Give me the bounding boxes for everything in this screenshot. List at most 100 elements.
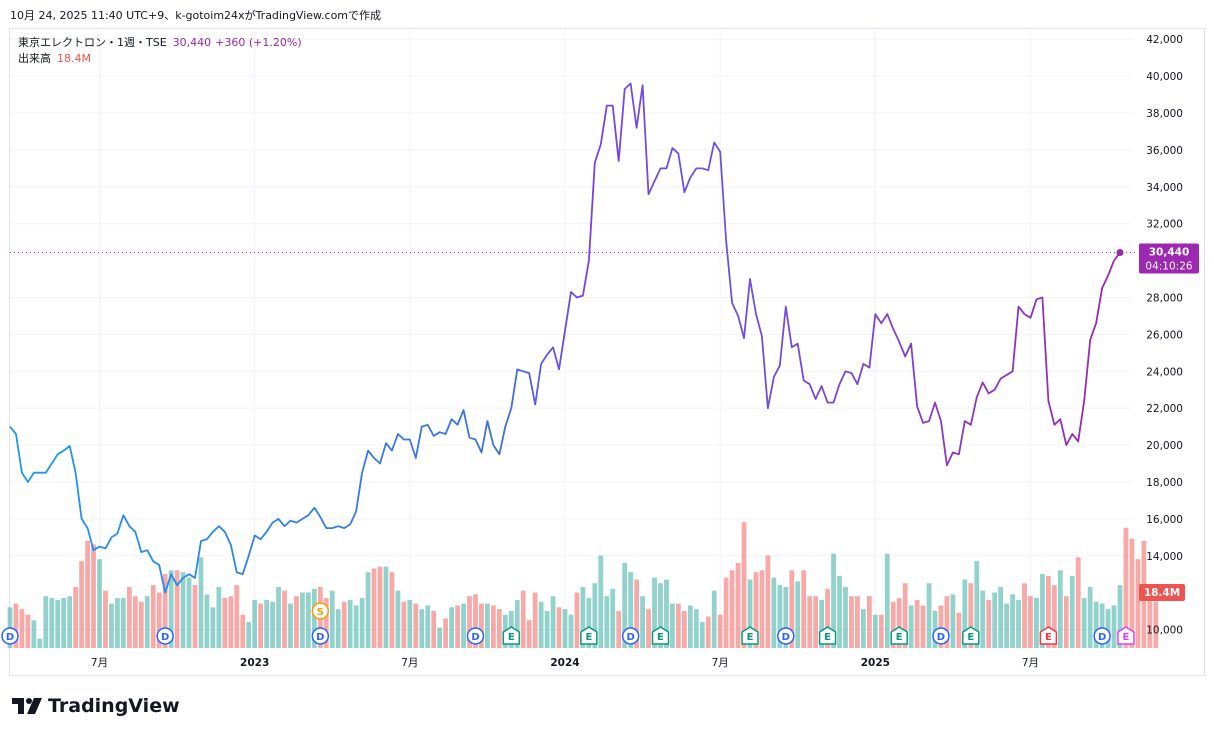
y-tick-label: 34,000	[1146, 182, 1183, 194]
volume-bar	[174, 570, 180, 648]
volume-bar	[693, 609, 699, 648]
volume-bar	[210, 607, 216, 648]
x-tick-label: 7月	[712, 657, 729, 669]
volume-bar	[1057, 570, 1063, 648]
volume-bar	[168, 570, 174, 648]
volume-bar	[395, 590, 401, 648]
event-dividend-marker	[932, 627, 950, 645]
volume-bar	[323, 598, 329, 648]
tradingview-logo[interactable]: TradingView	[12, 695, 180, 717]
volume-bar	[717, 614, 723, 648]
volume-bar	[132, 596, 138, 648]
volume-bar	[455, 605, 460, 648]
volume-bar	[306, 592, 311, 648]
price-series	[9, 82, 1138, 594]
legend-volume-row[interactable]: 出来高 18.4M	[18, 51, 302, 67]
event-letter: E	[896, 632, 903, 643]
volume-bar	[1069, 575, 1075, 648]
volume-bar	[198, 557, 204, 648]
event-letter: D	[6, 632, 14, 643]
volume-bar	[908, 605, 914, 648]
volume-bar	[97, 559, 102, 648]
volume-bar	[902, 583, 908, 648]
volume-bar	[246, 622, 252, 648]
volume-bar	[598, 555, 604, 648]
volume-bar	[126, 586, 132, 648]
volume-bar	[19, 609, 25, 648]
volume-bar	[1093, 601, 1099, 648]
volume-bar	[753, 572, 759, 648]
y-axis: 42,000 40,000 38,000 36,000 34,000 32,000 28,0…	[1146, 34, 1183, 636]
event-earnings-marker	[890, 626, 908, 645]
chart-legend: 東京エレクトロン・1週・TSE 30,440 +360 (+1.20%) 出来高 18…	[18, 35, 302, 67]
volume-bar	[884, 553, 890, 648]
volume-bar	[795, 581, 801, 648]
y-tick-label: 32,000	[1146, 219, 1183, 231]
volume-bar	[616, 611, 622, 648]
volume-bar	[699, 622, 705, 648]
volume-bar	[520, 590, 526, 648]
volume-bar	[855, 596, 860, 648]
event-dividend-marker	[1, 627, 19, 645]
volume-bar	[1099, 603, 1105, 648]
volume-bar	[294, 596, 299, 648]
volume-bar	[496, 609, 502, 648]
volume-bar	[687, 605, 693, 648]
volume-bar	[866, 596, 872, 648]
y-tick-label: 10,000	[1146, 625, 1183, 637]
volume-bar	[926, 583, 932, 648]
volume-bar	[121, 598, 126, 648]
tradingview-logo-icon	[12, 698, 42, 714]
volume-bar	[103, 590, 108, 648]
volume-bar	[162, 574, 168, 648]
chart-frame	[9, 28, 1205, 676]
volume-bar	[300, 592, 305, 648]
volume-bar	[1063, 596, 1069, 648]
volume-bar	[258, 603, 264, 648]
volume-bar	[79, 561, 84, 648]
volume-bar	[741, 522, 747, 648]
volume-bar	[789, 570, 795, 648]
volume-bar	[228, 596, 234, 648]
event-letter: E	[585, 632, 592, 643]
volume-bar	[491, 605, 496, 648]
volume-bar	[872, 614, 878, 648]
volume-bar	[252, 599, 258, 648]
event-letter: D	[1098, 632, 1106, 643]
grid-lines	[10, 30, 1132, 648]
volume-bar	[407, 599, 413, 648]
volume-bar	[604, 596, 610, 648]
event-dividend-marker	[466, 627, 485, 645]
volume-bar	[479, 603, 484, 648]
volume-bar	[138, 601, 144, 648]
volume-bar	[723, 577, 729, 648]
volume-bar	[115, 598, 120, 648]
volume-bar	[49, 598, 55, 648]
event-markers: D D D S D E E D E E D E E D E E D E	[1, 602, 1135, 645]
event-earnings-marker	[580, 626, 598, 645]
volume-bar	[998, 586, 1004, 648]
volume-bar	[592, 583, 598, 648]
legend-volume: 18.4M	[57, 52, 91, 65]
event-earnings-marker	[741, 626, 759, 645]
volume-bar	[676, 603, 681, 648]
chart-caption: 10月 24, 2025 11:40 UTC+9、k-gotoim24xがTra…	[10, 9, 382, 22]
volume-bar	[365, 572, 371, 648]
volume-bar	[574, 592, 580, 648]
volume-bar	[568, 614, 574, 648]
axis-tags: 30,440 04:10:26 18.4M	[1139, 243, 1199, 601]
volume-tag-value: 18.4M	[1144, 587, 1180, 599]
legend-symbol-row[interactable]: 東京エレクトロン・1週・TSE 30,440 +360 (+1.20%)	[18, 35, 302, 51]
volume-bar	[389, 572, 395, 648]
volume-bar	[526, 620, 532, 648]
event-letter: D	[161, 632, 169, 643]
event-letter: E	[508, 632, 515, 643]
last-price-tag	[1139, 243, 1199, 274]
volume-bar	[443, 618, 449, 648]
event-letter: E	[1045, 632, 1052, 643]
volume-bar	[890, 601, 896, 648]
event-letter: D	[937, 632, 945, 643]
event-letter: E	[1123, 632, 1130, 643]
volume-tag	[1139, 584, 1185, 601]
